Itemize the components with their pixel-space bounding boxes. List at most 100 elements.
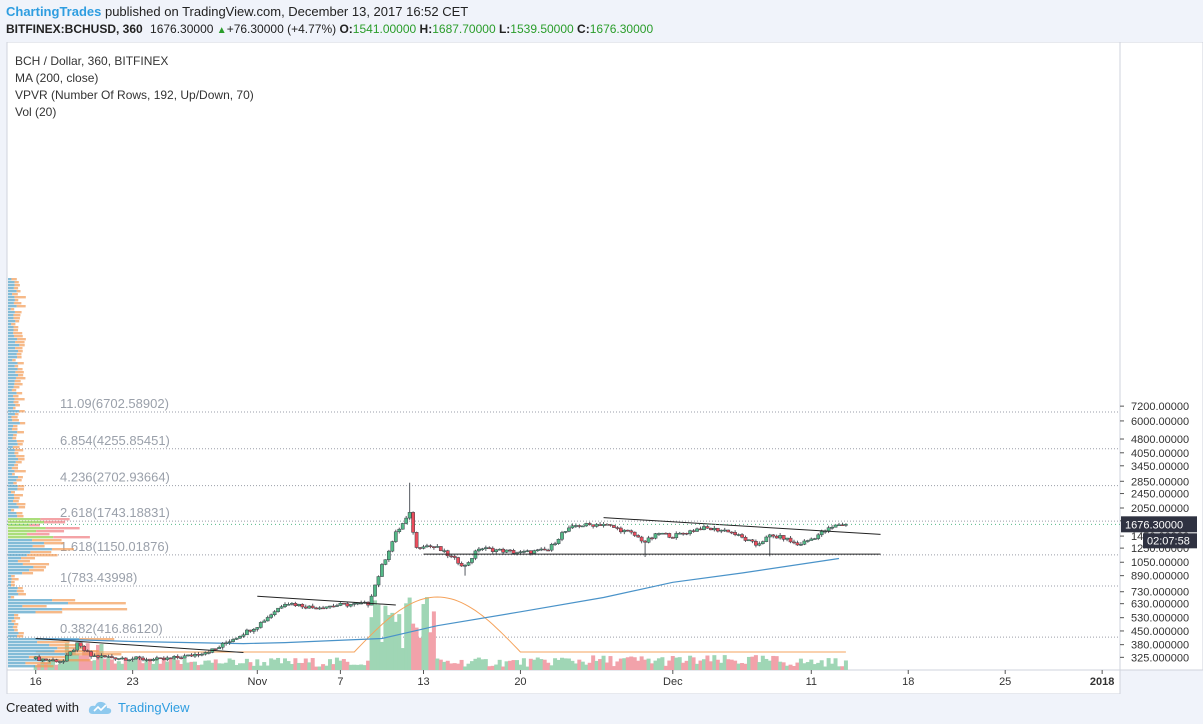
volume-bar — [816, 662, 821, 670]
vpvr-down-bar — [29, 524, 40, 527]
plot-area[interactable] — [6, 42, 1121, 671]
candle-body — [435, 546, 440, 548]
vpvr-up-bar — [8, 428, 13, 431]
candle-body — [598, 524, 602, 526]
volume-bar — [805, 662, 810, 670]
price-chart[interactable]: 11.09(6702.58902) 6.854(4255.85451) 4.236(… — [0, 42, 1203, 694]
volume-bar — [366, 660, 371, 670]
volume-bar — [746, 656, 751, 670]
volume-bar — [667, 660, 672, 670]
candle-body — [515, 552, 519, 554]
volume-bar — [113, 663, 118, 670]
vpvr-down-bar — [17, 338, 26, 341]
volume-bar — [317, 666, 322, 670]
price-tick-label: 1050.00000 — [1131, 557, 1189, 569]
candle-body — [809, 538, 814, 541]
candle-body — [411, 512, 415, 533]
volume-bar — [102, 659, 107, 670]
volume-bar — [497, 659, 502, 670]
vpvr-down-bar — [17, 362, 24, 365]
volume-bar — [418, 637, 423, 670]
vpvr-up-bar — [8, 560, 18, 563]
volume-bar — [670, 656, 675, 670]
vpvr-down-bar — [17, 587, 23, 590]
candle-body — [639, 536, 644, 542]
vpvr-down-bar — [13, 317, 20, 320]
vpvr-down-bar — [22, 605, 47, 608]
candlesticks — [33, 482, 848, 665]
trendlines[interactable] — [35, 517, 881, 653]
candle-body — [404, 517, 409, 524]
candle-body — [175, 655, 180, 658]
volume-bar — [598, 659, 603, 670]
vpvr-down-bar — [13, 332, 23, 335]
candle-body — [518, 551, 523, 553]
candle-body — [37, 656, 42, 661]
volume-bar — [137, 658, 142, 670]
tradingview-brand-link[interactable]: TradingView — [118, 700, 190, 715]
candle-body — [483, 547, 488, 550]
candle-body — [227, 641, 232, 643]
vpvr-down-bar — [36, 530, 65, 533]
candle-body — [463, 565, 467, 567]
volume-bar — [778, 661, 783, 670]
vpvr-up-bar — [8, 605, 23, 608]
vpvr-up-bar — [8, 614, 15, 617]
vpvr-down-bar — [13, 434, 17, 437]
volume-bar — [740, 663, 745, 670]
candle-body — [553, 543, 557, 545]
time-tick-label: Dec — [663, 676, 683, 688]
candle-body — [837, 524, 841, 526]
vpvr-down-bar — [53, 536, 90, 539]
volume-bar — [224, 662, 229, 670]
volume-bar — [802, 663, 807, 670]
tradingview-cloud-icon[interactable] — [88, 699, 112, 717]
close-value: 1676.30000 — [589, 22, 654, 36]
time-tick-label: 7 — [337, 676, 343, 688]
candle-body — [664, 532, 668, 535]
vpvr-up-bar — [8, 500, 14, 503]
vpvr-down-bar — [28, 656, 66, 659]
volume-bar — [636, 660, 641, 670]
volume-bar — [698, 660, 703, 670]
vpvr-up-bar — [8, 341, 16, 344]
volume-bar — [279, 663, 284, 670]
volume-bar — [251, 665, 256, 670]
vpvr-up-bar — [8, 545, 33, 548]
vpvr-up-bar — [8, 434, 14, 437]
candle-body — [387, 550, 391, 560]
vpvr-up-bar — [8, 572, 23, 575]
price-axis[interactable] — [1119, 42, 1203, 671]
volume-bar — [480, 659, 485, 670]
time-axis[interactable] — [6, 669, 1121, 694]
volume-bar — [580, 661, 585, 670]
author-link[interactable]: ChartingTrades — [6, 4, 102, 19]
volume-bar — [421, 604, 426, 670]
volume-bar — [798, 658, 803, 670]
candle-body — [328, 605, 332, 608]
volume-bar — [237, 663, 242, 670]
price-tick-label: 890.000000 — [1131, 571, 1189, 583]
vpvr-up-bar — [8, 608, 62, 611]
volume-bar — [78, 655, 83, 670]
volume-bar — [487, 666, 492, 670]
vpvr-down-bar — [15, 455, 25, 458]
volume-bar — [528, 658, 533, 670]
candle-body — [560, 532, 564, 540]
volume-bar — [314, 666, 319, 670]
volume-bar — [560, 657, 564, 670]
volume-bar — [196, 665, 201, 670]
volume-bar — [379, 641, 384, 670]
candle-body — [542, 548, 547, 551]
candle-body — [535, 549, 540, 552]
candle-body — [774, 535, 779, 539]
vpvr-down-bar — [16, 305, 26, 308]
volume-bar — [643, 659, 648, 670]
candle-body — [636, 535, 641, 538]
candle-body — [646, 537, 651, 543]
publish-line: ChartingTrades published on TradingView.… — [6, 4, 468, 19]
candle-body — [629, 530, 634, 533]
price-tick-label: 730.000000 — [1131, 587, 1189, 599]
volume-bar — [476, 657, 481, 670]
vpvr-down-bar — [14, 623, 19, 626]
